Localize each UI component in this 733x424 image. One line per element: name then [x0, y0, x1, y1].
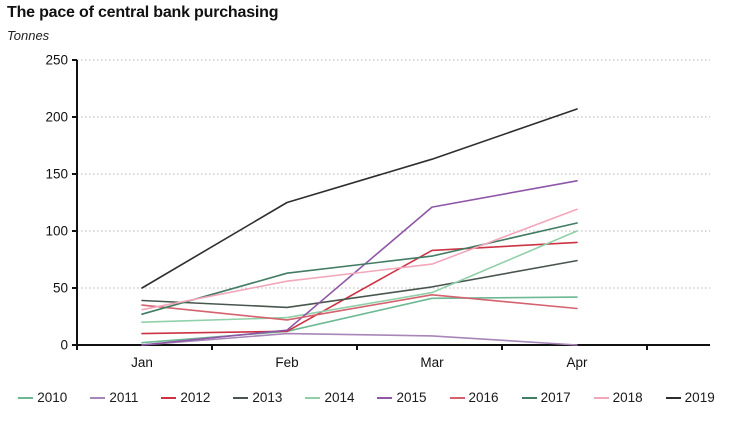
legend-swatch-2014 [305, 396, 321, 399]
legend-swatch-2012 [161, 396, 177, 399]
legend-label-2011: 2011 [109, 390, 139, 405]
series-line-2017 [141, 222, 578, 316]
legend-item-2013: 2013 [233, 390, 282, 405]
legend-swatch-2018 [593, 396, 609, 399]
x-tick-label-mar: Mar [420, 355, 444, 370]
legend-label-2014: 2014 [324, 390, 355, 405]
x-tick-label-jan: Jan [131, 355, 153, 370]
legend-item-2014: 2014 [305, 390, 354, 405]
chart-legend: 2010 2011 2012 2013 2014 2015 2016 2017 2018 2019 [0, 390, 733, 405]
x-tick-label-feb: Feb [275, 355, 298, 370]
series-line-2011 [141, 332, 578, 346]
series-line-2019 [141, 108, 578, 289]
y-tick-label-100: 100 [45, 224, 68, 239]
legend-swatch-2016 [449, 396, 465, 399]
series-line-2013 [141, 259, 578, 309]
y-tick-label-50: 50 [53, 281, 68, 296]
y-tick-label-150: 150 [45, 167, 68, 182]
legend-label-2017: 2017 [540, 390, 571, 405]
legend-label-2013: 2013 [252, 390, 283, 405]
y-tick-label-200: 200 [45, 110, 68, 125]
y-tick-label-250: 250 [45, 53, 68, 68]
chart-title: The pace of central bank purchasing [7, 4, 279, 21]
legend-swatch-2013 [233, 396, 249, 399]
legend-swatch-2017 [521, 396, 537, 399]
legend-item-2015: 2015 [377, 390, 427, 405]
legend-item-2018: 2018 [593, 390, 643, 405]
legend-item-2010: 2010 [18, 390, 67, 405]
line-chart-plot-area: 0 50 100 150 200 250 Jan Feb Mar Apr [45, 53, 710, 370]
series-line-2012 [141, 241, 578, 335]
legend-swatch-2015 [377, 396, 393, 399]
legend-item-2011: 2011 [90, 390, 138, 405]
legend-label-2015: 2015 [396, 390, 427, 405]
legend-swatch-2011 [90, 396, 106, 399]
series-line-2018 [141, 208, 578, 311]
legend-label-2019: 2019 [684, 390, 715, 405]
legend-swatch-2010 [18, 396, 34, 399]
legend-label-2012: 2012 [180, 390, 211, 405]
y-tick-label-0: 0 [60, 338, 68, 353]
legend-item-2019: 2019 [665, 390, 715, 405]
legend-item-2016: 2016 [449, 390, 499, 405]
series-line-2015 [141, 180, 578, 346]
legend-label-2010: 2010 [37, 390, 68, 405]
series-line-2016 [141, 293, 578, 321]
legend-swatch-2019 [665, 396, 681, 399]
legend-item-2012: 2012 [161, 390, 210, 405]
y-axis-unit-label: Tonnes [7, 28, 50, 43]
x-tick-label-apr: Apr [566, 355, 588, 370]
legend-label-2018: 2018 [612, 390, 643, 405]
series-line-2014 [141, 230, 578, 324]
legend-item-2017: 2017 [521, 390, 571, 405]
legend-label-2016: 2016 [468, 390, 499, 405]
